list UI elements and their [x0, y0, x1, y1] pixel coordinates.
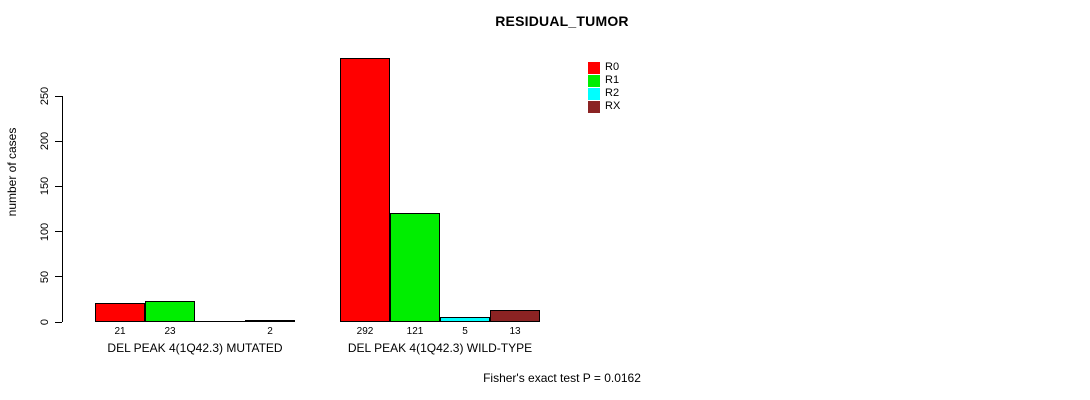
legend: R0 R1 R2 RX [588, 61, 620, 113]
y-tick-label: 100 [39, 222, 51, 241]
bar-value-label: 121 [406, 326, 424, 337]
bar-value-label: 21 [114, 326, 126, 337]
x-category-label: DEL PEAK 4(1Q42.3) MUTATED [107, 341, 283, 355]
y-tick-mark [55, 140, 62, 142]
legend-swatch-r2-icon [588, 87, 600, 100]
y-tick-mark [55, 276, 62, 278]
legend-item-r0: R0 [588, 61, 620, 74]
stat-test-annotation: Fisher's exact test P = 0.0162 [483, 371, 641, 385]
y-axis-line [62, 96, 63, 322]
bar-r0-group2 [340, 58, 390, 322]
legend-item-r2: R2 [588, 87, 620, 100]
legend-label: R2 [605, 87, 620, 99]
bar-zero-line [195, 321, 245, 322]
y-tick-label: 250 [39, 86, 51, 106]
y-tick-mark [55, 95, 62, 97]
x-category-label: DEL PEAK 4(1Q42.3) WILD-TYPE [347, 341, 533, 355]
legend-label: RX [605, 100, 621, 112]
y-tick-mark [55, 321, 62, 323]
legend-item-rx: RX [588, 100, 620, 113]
y-tick-label: 50 [39, 270, 51, 283]
y-tick-label: 150 [39, 177, 51, 196]
bar-r1-group1 [145, 301, 195, 322]
y-tick-label: 200 [39, 132, 51, 151]
bar-value-label: 13 [509, 326, 521, 337]
y-axis-label: number of cases [5, 127, 19, 217]
legend-label: R1 [605, 74, 620, 86]
bar-value-label: 5 [462, 326, 468, 337]
bar-value-label: 23 [164, 326, 176, 337]
bar-r0-group1 [95, 303, 145, 322]
bar-value-label: 292 [356, 326, 374, 337]
bar-rx-group1 [245, 320, 295, 322]
bar-value-label: 2 [267, 326, 273, 337]
bar-r2-group2 [440, 317, 490, 322]
y-tick-label: 0 [39, 318, 51, 326]
bar-rx-group2 [490, 310, 540, 322]
chart-title: RESIDUAL_TUMOR [495, 13, 629, 29]
y-tick-mark [55, 231, 62, 233]
legend-item-r1: R1 [588, 74, 620, 87]
y-tick-mark [55, 185, 62, 187]
legend-swatch-r1-icon [588, 74, 600, 87]
legend-swatch-r0-icon [588, 61, 600, 74]
legend-swatch-rx-icon [588, 100, 600, 113]
legend-label: R0 [605, 61, 620, 73]
bar-r1-group2 [390, 213, 440, 322]
